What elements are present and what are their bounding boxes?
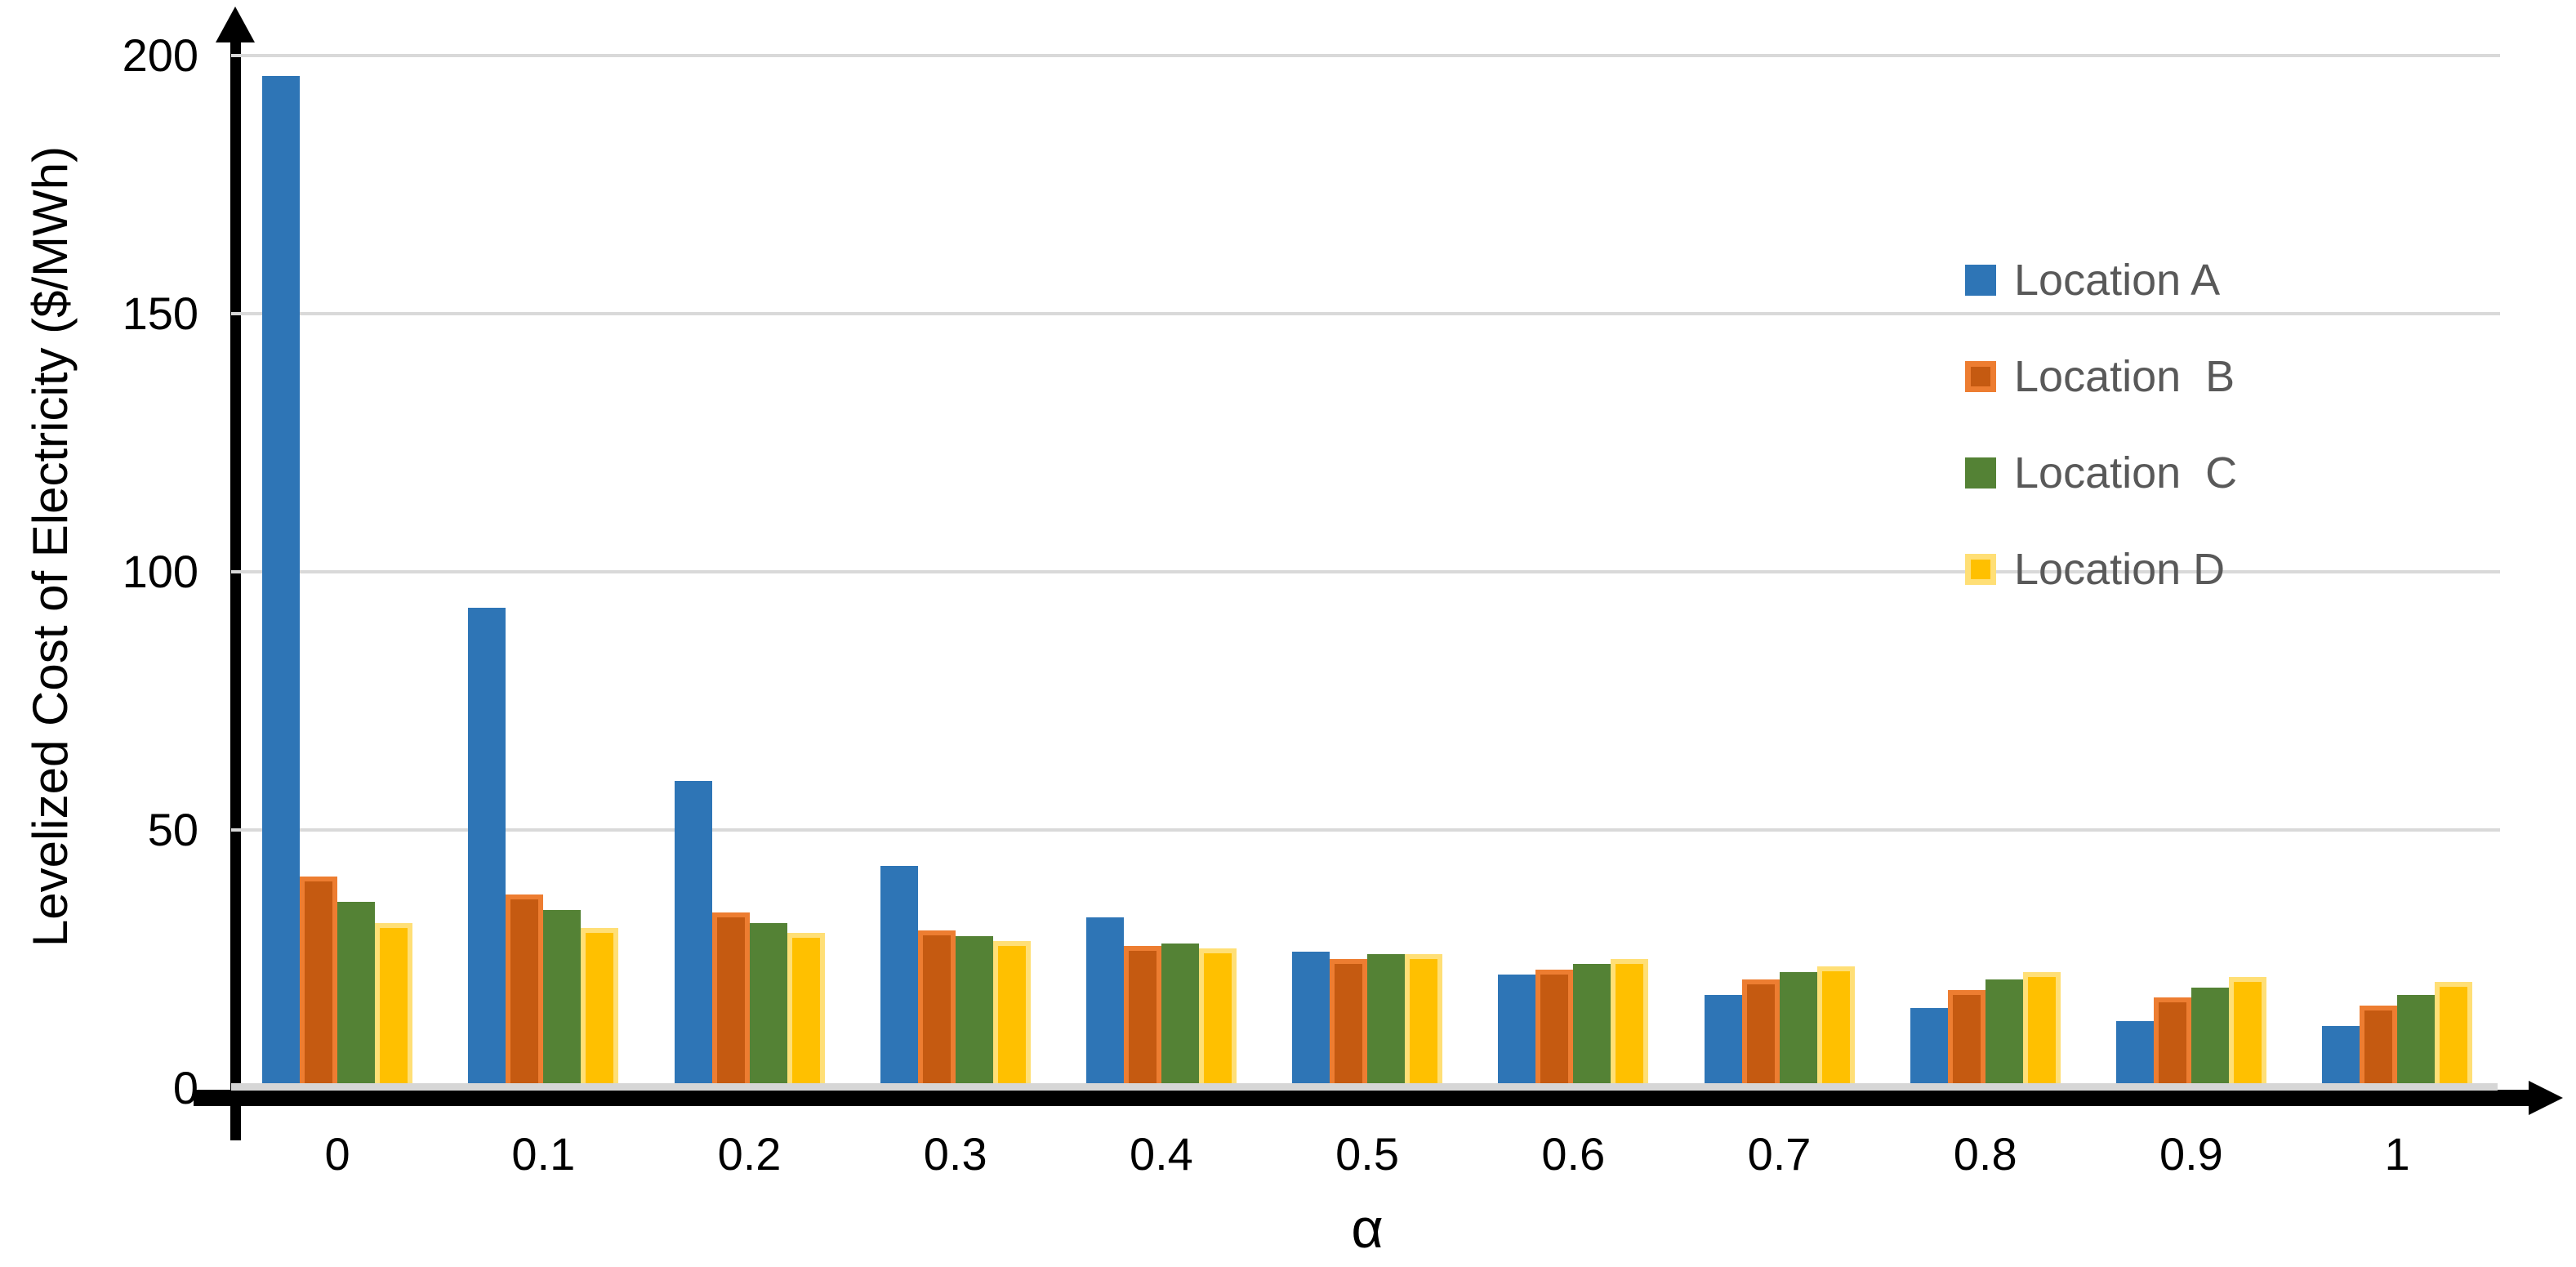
gridline-100 xyxy=(231,570,2500,573)
bar-location-c-alpha-0.3 xyxy=(955,935,993,1083)
bar-location-b-alpha-0.3 xyxy=(917,930,956,1083)
bar-location-b-alpha-0.7 xyxy=(1741,979,1780,1083)
y-tick-label-50: 50 xyxy=(147,804,198,855)
legend-label-location-a: Location A xyxy=(2014,256,2221,305)
bar-location-a-alpha-0.6 xyxy=(1498,974,1536,1083)
bar-location-a-alpha-1 xyxy=(2322,1026,2360,1083)
y-tick-label-0: 0 xyxy=(172,1062,198,1113)
y-tick-label-150: 150 xyxy=(122,288,198,339)
bar-location-b-alpha-0.8 xyxy=(1947,989,1985,1083)
x-axis-line xyxy=(194,1090,2532,1106)
bar-location-a-alpha-0.4 xyxy=(1085,917,1124,1083)
legend-label-location-b: Location B xyxy=(2014,352,2235,401)
x-tick-label-0.4: 0.4 xyxy=(1129,1128,1193,1180)
bar-location-d-alpha-0.2 xyxy=(787,933,825,1083)
bar-location-b-alpha-0.5 xyxy=(1330,959,1368,1083)
x-tick-label-0.7: 0.7 xyxy=(1747,1128,1812,1180)
bar-location-b-alpha-0 xyxy=(300,876,338,1083)
bar-location-a-alpha-0.8 xyxy=(1910,1008,1948,1083)
legend: Location A Location B Location C Location D xyxy=(1965,257,2237,643)
x-tick-label-0.9: 0.9 xyxy=(2159,1128,2223,1180)
bar-location-a-alpha-0.7 xyxy=(1704,995,1742,1083)
bar-location-d-alpha-0.1 xyxy=(581,928,619,1083)
legend-swatch-location-c-icon xyxy=(1965,457,1996,489)
gridline-200 xyxy=(231,54,2500,57)
bar-location-c-alpha-0 xyxy=(337,902,376,1083)
bar-location-b-alpha-0.4 xyxy=(1123,946,1161,1083)
legend-label-location-d: Location D xyxy=(2014,545,2226,594)
x-axis-arrowhead-icon xyxy=(2529,1081,2563,1115)
bar-location-d-alpha-0 xyxy=(375,922,413,1083)
x-tick-label-0.6: 0.6 xyxy=(1541,1128,1606,1180)
legend-item-location-d: Location D xyxy=(1965,547,2237,592)
y-axis-arrowhead-icon xyxy=(216,7,255,42)
bar-location-b-alpha-0.6 xyxy=(1535,969,1574,1083)
bar-location-c-alpha-0.4 xyxy=(1161,944,1199,1083)
bar-location-c-alpha-0.6 xyxy=(1573,964,1611,1083)
bar-location-a-alpha-0.9 xyxy=(2115,1020,2154,1083)
bar-location-a-alpha-0.1 xyxy=(468,608,506,1083)
bar-location-d-alpha-0.4 xyxy=(1198,948,1237,1083)
x-tick-label-0: 0 xyxy=(324,1128,350,1180)
bar-location-d-alpha-1 xyxy=(2435,982,2473,1083)
bar-location-c-alpha-0.8 xyxy=(1985,979,2023,1083)
bar-location-b-alpha-0.1 xyxy=(506,894,544,1083)
bar-location-b-alpha-0.2 xyxy=(711,912,750,1083)
bar-location-a-alpha-0.2 xyxy=(674,780,712,1083)
gridline-150 xyxy=(231,312,2500,315)
y-axis-line xyxy=(230,38,241,1140)
legend-item-location-c: Location C xyxy=(1965,450,2237,496)
x-tick-label-0.8: 0.8 xyxy=(1953,1128,2017,1180)
legend-swatch-location-b-icon xyxy=(1965,361,1996,392)
legend-item-location-b: Location B xyxy=(1965,354,2237,399)
bar-location-c-alpha-0.9 xyxy=(2190,987,2229,1083)
bar-location-d-alpha-0.6 xyxy=(1611,959,1649,1083)
bar-location-c-alpha-0.7 xyxy=(1779,971,1817,1083)
legend-swatch-location-a-icon xyxy=(1965,265,1996,296)
y-tick-label-100: 100 xyxy=(122,546,198,597)
bar-location-c-alpha-0.5 xyxy=(1367,953,1406,1083)
legend-label-location-c: Location C xyxy=(2014,448,2238,497)
bar-location-b-alpha-1 xyxy=(2360,1005,2398,1083)
x-tick-label-0.5: 0.5 xyxy=(1335,1128,1400,1180)
x-tick-label-0.2: 0.2 xyxy=(717,1128,782,1180)
bar-location-d-alpha-0.3 xyxy=(992,940,1031,1083)
zero-gridline xyxy=(231,1083,2498,1091)
bar-location-d-alpha-0.7 xyxy=(1816,966,1855,1083)
x-tick-label-0.3: 0.3 xyxy=(923,1128,987,1180)
bar-location-b-alpha-0.9 xyxy=(2153,997,2191,1083)
bar-location-a-alpha-0 xyxy=(262,76,301,1083)
bar-location-c-alpha-0.1 xyxy=(543,909,582,1083)
bar-location-a-alpha-0.5 xyxy=(1292,951,1330,1083)
y-tick-label-200: 200 xyxy=(122,29,198,81)
bar-location-d-alpha-0.9 xyxy=(2228,977,2266,1083)
bar-location-d-alpha-0.8 xyxy=(2022,971,2061,1083)
x-tick-label-0.1: 0.1 xyxy=(511,1128,576,1180)
gridline-50 xyxy=(231,828,2500,832)
x-tick-label-1: 1 xyxy=(2384,1128,2410,1180)
bar-location-c-alpha-1 xyxy=(2397,995,2436,1083)
x-axis-title: α xyxy=(1351,1198,1384,1260)
bar-location-d-alpha-0.5 xyxy=(1405,953,1443,1083)
legend-swatch-location-d-icon xyxy=(1965,554,1996,585)
legend-item-location-a: Location A xyxy=(1965,257,2237,303)
bar-location-c-alpha-0.2 xyxy=(749,922,787,1083)
bar-location-a-alpha-0.3 xyxy=(880,866,918,1083)
